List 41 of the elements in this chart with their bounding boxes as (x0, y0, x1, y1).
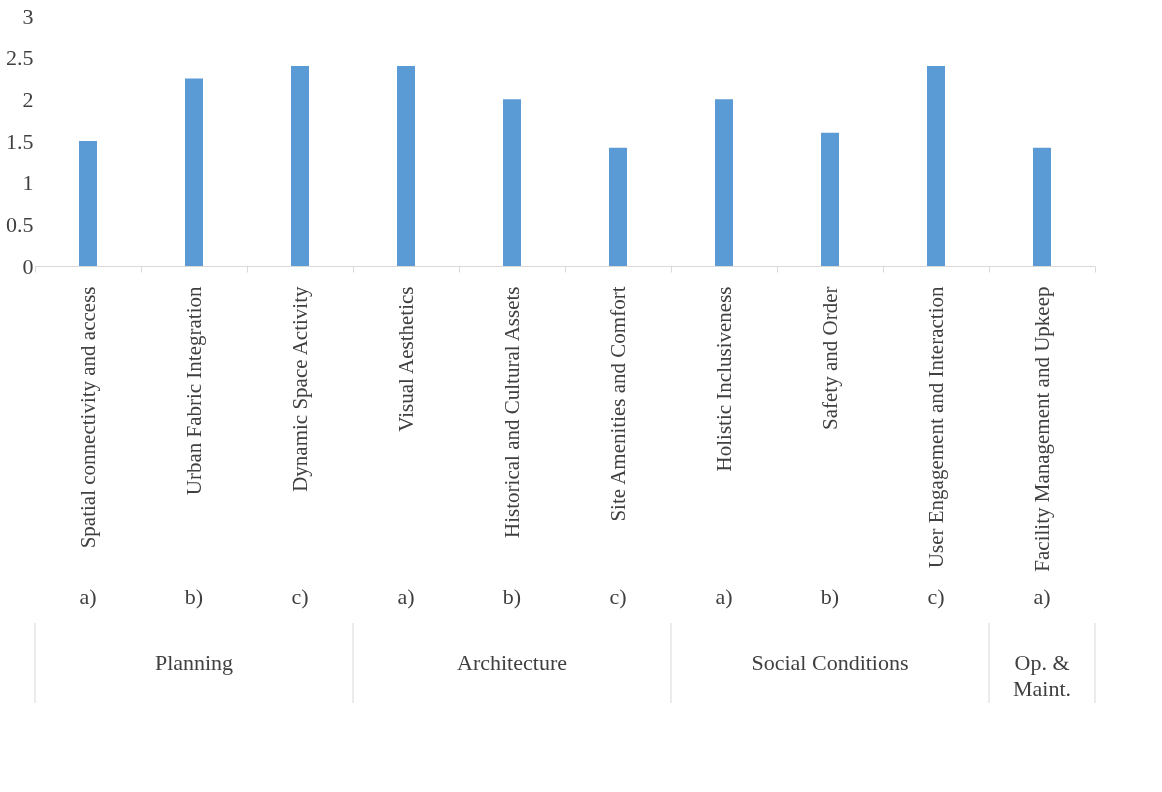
x-tick-label: Spatial connectivity and access (75, 286, 100, 549)
text: a) (79, 584, 97, 609)
y-tick-label: 2.5 (6, 45, 34, 71)
bar (1033, 147, 1051, 266)
x-tick-label: Historical and Cultural Assets (499, 286, 524, 538)
x-tick-label: Holistic Inclusiveness (711, 286, 736, 472)
text: Op. & Maint. (1012, 650, 1072, 701)
bar (821, 132, 839, 266)
text: Planning (154, 650, 234, 675)
text: Architecture (457, 650, 567, 675)
text: c) (609, 584, 627, 609)
bar (715, 99, 733, 266)
text: Social Conditions (751, 650, 909, 675)
bar (609, 147, 627, 266)
text: a) (1033, 584, 1051, 609)
text: c) (927, 584, 945, 609)
x-tick-label: Site Amenities and Comfort (605, 286, 630, 522)
x-tick-label: Visual Aesthetics (393, 286, 418, 432)
bar (397, 66, 415, 266)
y-tick-label: 3 (22, 3, 34, 29)
y-tick-label: 1 (22, 170, 34, 196)
y-tick-label: 0 (22, 253, 34, 279)
text: c) (291, 584, 309, 609)
bar (927, 66, 945, 266)
bar (185, 78, 203, 266)
x-tick-label: Dynamic Space Activity (287, 286, 312, 492)
x-tick-label: User Engagement and Interaction (923, 286, 948, 569)
x-tick-label: Safety and Order (817, 286, 842, 430)
y-tick-label: 2 (22, 86, 34, 112)
y-tick-label: 1.5 (6, 128, 34, 154)
y-tick-label: 0.5 (6, 211, 34, 237)
text: b) (820, 584, 840, 609)
x-tick-label: Facility Management and Upkeep (1029, 286, 1054, 572)
bar (79, 141, 97, 266)
bar (503, 99, 521, 266)
x-tick-label: Urban Fabric Integration (181, 286, 206, 496)
text: a) (397, 584, 415, 609)
text: b) (184, 584, 204, 609)
bar (291, 66, 309, 266)
text: b) (502, 584, 522, 609)
text: a) (715, 584, 733, 609)
